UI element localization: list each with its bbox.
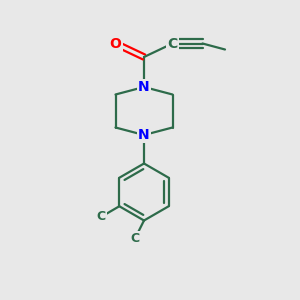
Text: N: N	[138, 128, 150, 142]
Text: N: N	[138, 80, 150, 94]
Text: O: O	[110, 37, 122, 50]
Text: C: C	[130, 232, 140, 245]
Text: C: C	[97, 210, 106, 223]
Text: C: C	[167, 37, 178, 50]
